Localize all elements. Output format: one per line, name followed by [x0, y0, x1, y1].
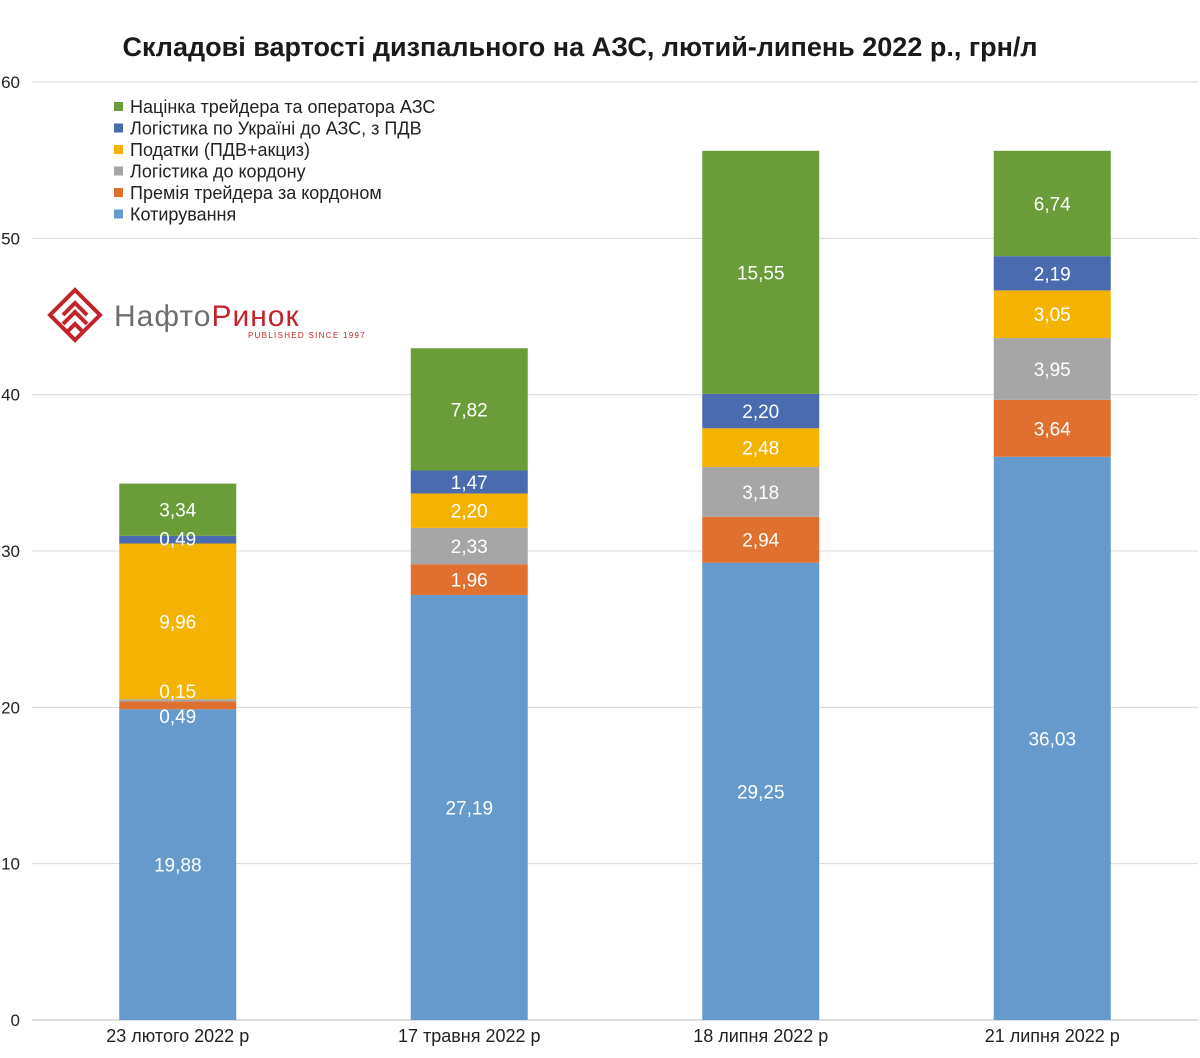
y-axis-ticks: 0 10 20 30 40 50 60: [1, 73, 20, 1030]
x-tick-label: 17 травня 2022 р: [398, 1026, 541, 1046]
bar-segment: [410, 527, 528, 565]
bar-segment: [410, 493, 528, 528]
data-label: 1,47: [451, 473, 488, 494]
legend: Націнка трейдера та оператора АЗСЛогісти…: [114, 97, 435, 225]
logo-tagline: PUBLISHED SINCE 1997: [248, 331, 366, 340]
data-label: 15,55: [737, 263, 785, 284]
data-label: 36,03: [1028, 729, 1076, 750]
logo-text-part2: Ринок: [211, 300, 299, 333]
chart-title: Складові вартості дизпального на АЗС, лю…: [122, 32, 1037, 62]
data-label: 2,20: [742, 402, 779, 423]
data-label: 3,95: [1034, 360, 1071, 381]
bar-segment: [410, 348, 528, 471]
logo-text-part1: Нафто: [114, 300, 211, 333]
bars: [119, 150, 1111, 1021]
data-label: 7,82: [451, 400, 488, 421]
bar-segment: [702, 516, 820, 563]
y-tick-label: 30: [1, 542, 20, 561]
y-tick-label: 10: [1, 855, 20, 874]
y-tick-label: 0: [11, 1011, 20, 1030]
data-label: 2,33: [451, 537, 488, 558]
bar-segment: [119, 543, 237, 700]
bar-segment: [119, 701, 237, 710]
legend-swatch: [114, 145, 123, 154]
naftorynok-logo: НафтоРинок PUBLISHED SINCE 1997: [47, 287, 366, 343]
legend-swatch: [114, 166, 123, 176]
bar-segment: [993, 399, 1111, 457]
bar-segment: [702, 150, 820, 394]
bar-segment: [702, 393, 820, 429]
bar-segment: [993, 456, 1111, 1021]
data-labels: 19,88 0,49 0,15 9,96 0,49 3,34 27,19 1,96 2,33 2,…: [154, 194, 1076, 876]
x-tick-label: 21 липня 2022 р: [985, 1026, 1120, 1046]
data-label: 6,74: [1034, 194, 1071, 215]
bar-segment: [702, 562, 820, 1020]
y-tick-label: 40: [1, 386, 20, 405]
legend-label: Котирування: [130, 205, 236, 225]
legend-swatch: [114, 188, 123, 197]
bar-segment: [410, 470, 528, 494]
data-label: 0,15: [159, 682, 196, 703]
data-label: 27,19: [445, 798, 493, 819]
bar-segment: [993, 338, 1111, 400]
data-label: 3,34: [159, 501, 196, 522]
bar-segment: [993, 150, 1111, 257]
legend-label: Податки (ПДВ+акциз): [130, 140, 310, 160]
bar-segment: [702, 428, 820, 468]
bar-segment: [410, 564, 528, 595]
bar-segment: [702, 467, 820, 517]
data-label: 2,19: [1034, 264, 1071, 285]
bar-segment: [119, 709, 237, 1020]
legend-label: Логістика по Україні до АЗС, з ПДВ: [130, 119, 422, 139]
data-label: 2,20: [451, 502, 488, 523]
bar-segment: [119, 483, 237, 536]
data-label: 1,96: [451, 571, 488, 592]
bar-segment: [410, 594, 528, 1020]
bar-segment: [119, 699, 237, 702]
data-label: 3,64: [1034, 419, 1071, 440]
legend-swatch: [114, 123, 123, 133]
data-label: 2,48: [742, 439, 779, 460]
data-label: 0,49: [159, 707, 196, 728]
x-axis-labels: 23 лютого 2022 р 17 травня 2022 р 18 липня…: [106, 1026, 1120, 1046]
data-label: 9,96: [159, 612, 196, 633]
data-label: 29,25: [737, 782, 785, 803]
x-tick-label: 23 лютого 2022 р: [106, 1026, 249, 1046]
bar-segment: [993, 256, 1111, 291]
data-label: 2,94: [742, 531, 779, 552]
legend-swatch: [114, 209, 123, 219]
y-tick-label: 50: [1, 229, 20, 248]
data-label: 3,05: [1034, 305, 1071, 326]
legend-swatch: [114, 102, 123, 111]
bar-segment: [119, 535, 237, 544]
legend-label: Націнка трейдера та оператора АЗС: [130, 97, 435, 117]
svg-text:НафтоРинок: НафтоРинок: [114, 300, 300, 333]
logo-mark-icon: [47, 287, 103, 343]
data-label: 0,49: [159, 530, 196, 551]
legend-label: Премія трейдера за кордоном: [130, 183, 382, 203]
data-label: 19,88: [154, 856, 202, 877]
bar-segment: [993, 290, 1111, 339]
data-label: 3,18: [742, 483, 779, 504]
x-tick-label: 18 липня 2022 р: [693, 1026, 828, 1046]
y-tick-label: 60: [1, 73, 20, 92]
legend-label: Логістика до кордону: [130, 162, 306, 182]
y-tick-label: 20: [1, 698, 20, 717]
